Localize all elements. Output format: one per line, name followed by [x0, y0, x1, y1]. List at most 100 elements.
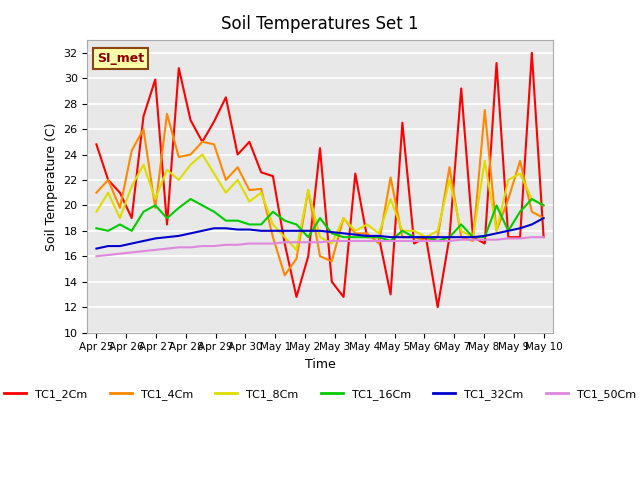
TC1_2Cm [340, 294, 348, 300]
TC1_8Cm [328, 240, 335, 246]
TC1_50Cm [246, 240, 253, 246]
TC1_32Cm [458, 234, 465, 240]
TC1_2Cm [516, 234, 524, 240]
TC1_32Cm [93, 246, 100, 252]
TC1_4Cm [528, 209, 536, 215]
TC1_2Cm [316, 145, 324, 151]
TC1_4Cm [116, 205, 124, 211]
TC1_4Cm [93, 190, 100, 195]
TC1_50Cm [140, 248, 147, 254]
TC1_8Cm [410, 228, 418, 234]
TC1_2Cm [375, 234, 383, 240]
TC1_4Cm [328, 258, 335, 264]
TC1_4Cm [246, 187, 253, 193]
TC1_32Cm [234, 227, 241, 232]
TC1_4Cm [540, 215, 547, 221]
TC1_50Cm [305, 240, 312, 245]
TC1_16Cm [364, 234, 371, 240]
TC1_50Cm [434, 238, 442, 244]
TC1_2Cm [140, 113, 147, 119]
TC1_32Cm [140, 238, 147, 244]
TC1_8Cm [305, 187, 312, 193]
TC1_32Cm [481, 233, 488, 239]
TC1_4Cm [222, 177, 230, 183]
TC1_8Cm [246, 199, 253, 204]
TC1_8Cm [375, 230, 383, 236]
TC1_50Cm [116, 251, 124, 257]
TC1_50Cm [234, 242, 241, 248]
TC1_8Cm [140, 162, 147, 168]
TC1_2Cm [175, 65, 182, 71]
TC1_32Cm [445, 234, 453, 240]
TC1_8Cm [211, 171, 218, 177]
TC1_50Cm [187, 244, 195, 250]
Line: TC1_8Cm: TC1_8Cm [97, 155, 543, 250]
TC1_16Cm [340, 234, 348, 240]
TC1_8Cm [340, 215, 348, 221]
TC1_50Cm [104, 252, 112, 258]
TC1_2Cm [504, 234, 512, 240]
TC1_2Cm [198, 139, 206, 144]
TC1_50Cm [458, 237, 465, 242]
TC1_8Cm [93, 209, 100, 215]
TC1_2Cm [351, 171, 359, 177]
TC1_32Cm [434, 234, 442, 240]
TC1_16Cm [246, 222, 253, 228]
TC1_16Cm [305, 234, 312, 240]
Line: TC1_32Cm: TC1_32Cm [97, 218, 543, 249]
TC1_8Cm [222, 190, 230, 195]
TC1_8Cm [234, 177, 241, 183]
TC1_16Cm [93, 226, 100, 231]
TC1_8Cm [516, 171, 524, 177]
TC1_8Cm [399, 228, 406, 234]
TC1_32Cm [375, 233, 383, 239]
TC1_16Cm [163, 215, 171, 221]
TC1_2Cm [187, 117, 195, 123]
TC1_4Cm [364, 230, 371, 236]
TC1_16Cm [434, 238, 442, 244]
TC1_8Cm [504, 177, 512, 183]
Line: TC1_2Cm: TC1_2Cm [97, 53, 543, 307]
TC1_16Cm [104, 228, 112, 234]
TC1_16Cm [175, 205, 182, 211]
TC1_8Cm [163, 167, 171, 173]
TC1_50Cm [93, 253, 100, 259]
TC1_2Cm [434, 304, 442, 310]
TC1_32Cm [269, 228, 276, 234]
TC1_4Cm [257, 186, 265, 192]
TC1_2Cm [281, 240, 289, 246]
TC1_2Cm [458, 85, 465, 91]
TC1_16Cm [481, 234, 488, 240]
TC1_8Cm [292, 247, 300, 253]
TC1_32Cm [305, 228, 312, 234]
TC1_32Cm [528, 222, 536, 228]
TC1_50Cm [175, 244, 182, 250]
TC1_4Cm [422, 238, 429, 244]
TC1_50Cm [316, 240, 324, 245]
TC1_2Cm [445, 234, 453, 240]
TC1_32Cm [128, 240, 136, 246]
TC1_16Cm [422, 234, 429, 240]
TC1_32Cm [410, 234, 418, 240]
TC1_8Cm [434, 228, 442, 234]
TC1_8Cm [152, 196, 159, 202]
TC1_4Cm [316, 253, 324, 259]
TC1_50Cm [387, 238, 394, 244]
TC1_50Cm [445, 238, 453, 244]
TC1_4Cm [399, 234, 406, 240]
TC1_16Cm [269, 209, 276, 215]
TC1_16Cm [445, 234, 453, 240]
TC1_2Cm [410, 240, 418, 246]
TC1_2Cm [152, 77, 159, 83]
TC1_32Cm [316, 228, 324, 234]
TC1_8Cm [198, 152, 206, 157]
TC1_2Cm [399, 120, 406, 126]
TC1_50Cm [328, 238, 335, 244]
TC1_2Cm [269, 173, 276, 179]
TC1_4Cm [292, 256, 300, 262]
TC1_4Cm [281, 273, 289, 278]
TC1_16Cm [152, 203, 159, 208]
TC1_16Cm [257, 222, 265, 228]
TC1_8Cm [458, 228, 465, 234]
TC1_50Cm [340, 238, 348, 244]
